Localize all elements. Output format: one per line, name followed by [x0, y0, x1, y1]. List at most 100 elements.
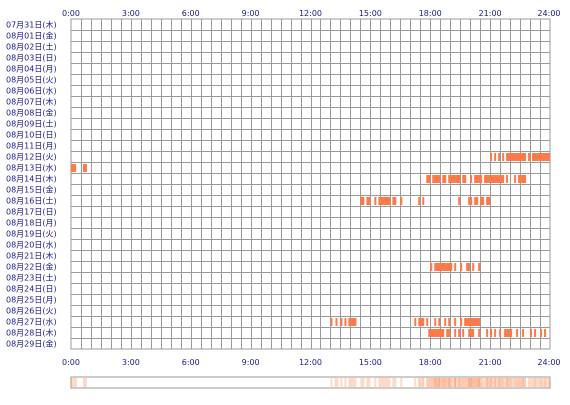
activity-bar [392, 197, 397, 205]
activity-bar [374, 197, 377, 205]
x-tick-label: 12:00 [299, 9, 322, 18]
summary-slot [436, 378, 439, 387]
day-label: 08月17日(日) [6, 208, 57, 217]
summary-slot [384, 378, 387, 387]
summary-slot [542, 378, 545, 387]
activity-bar [400, 197, 403, 205]
activity-bar [464, 318, 481, 326]
activity-bar [530, 329, 533, 337]
summary-slot [382, 378, 385, 387]
x-tick-label: 15:00 [359, 358, 382, 367]
summary-slot [428, 378, 431, 387]
activity-bar [486, 329, 489, 337]
summary-slot [420, 378, 423, 387]
activity-bar [494, 329, 497, 337]
summary-slot [546, 378, 549, 387]
activity-bar [534, 329, 537, 337]
activity-bar [422, 197, 425, 205]
summary-slot [442, 378, 445, 387]
activity-bar [454, 329, 457, 337]
summary-slot [474, 378, 477, 387]
summary-slot [440, 378, 443, 387]
day-label: 08月05日(火) [6, 76, 57, 85]
summary-slot [386, 378, 389, 387]
activity-bar [506, 175, 509, 183]
summary-slot [362, 378, 365, 387]
day-label: 08月22日(金) [6, 262, 57, 272]
day-label: 08月21日(木) [6, 251, 57, 261]
day-label: 08月08日(金) [6, 108, 57, 118]
activity-bar [426, 175, 431, 183]
activity-bar [335, 318, 338, 326]
summary-slot [394, 378, 397, 387]
day-label: 08月28日(木) [6, 328, 57, 338]
activity-bar [340, 318, 343, 326]
activity-bar [484, 175, 505, 183]
summary-slot [366, 378, 369, 387]
summary-slot [490, 378, 493, 387]
summary-slot [388, 378, 391, 387]
x-tick-label: 18:00 [419, 9, 442, 18]
activity-bar [470, 175, 473, 183]
summary-slot [538, 378, 541, 387]
x-tick-label: 6:00 [182, 358, 200, 367]
summary-slot [494, 378, 497, 387]
summary-slot [512, 378, 515, 387]
summary-slot [478, 378, 481, 387]
activity-bar [490, 153, 493, 161]
day-label: 08月29日(金) [6, 339, 57, 349]
activity-bar [71, 164, 76, 172]
summary-slot [472, 378, 475, 387]
day-label: 08月16日(土) [6, 196, 57, 206]
summary-slot [438, 378, 441, 387]
activity-bar [468, 329, 475, 337]
summary-slot [532, 378, 535, 387]
summary-slot [74, 378, 77, 387]
summary-slot [360, 378, 363, 387]
summary-slot [368, 378, 371, 387]
activity-bar [474, 197, 479, 205]
activity-bar [490, 329, 493, 337]
activity-bar [432, 175, 441, 183]
activity-bar [442, 175, 447, 183]
summary-slot [508, 378, 511, 387]
activity-bar [378, 197, 391, 205]
summary-slot [480, 378, 483, 387]
day-label: 08月01日(金) [6, 31, 57, 41]
summary-slot [330, 378, 333, 387]
summary-slot [466, 378, 469, 387]
day-label: 08月26日(火) [6, 307, 57, 316]
day-label: 08月07日(木) [6, 97, 57, 107]
day-label: 08月20日(水) [6, 240, 57, 250]
summary-slot [524, 378, 527, 387]
summary-slot [344, 378, 347, 387]
summary-slot [352, 378, 355, 387]
activity-bar [426, 318, 429, 326]
x-tick-label: 12:00 [299, 358, 322, 367]
activity-bar [544, 329, 547, 337]
activity-bar [446, 329, 451, 337]
activity-bar [460, 263, 463, 271]
day-label: 07月31日(木) [6, 20, 57, 30]
grid [70, 18, 551, 350]
summary-slot [380, 378, 383, 387]
activity-bar [460, 318, 463, 326]
summary-slot [454, 378, 457, 387]
x-tick-label: 15:00 [359, 9, 382, 18]
summary-slot [500, 378, 503, 387]
activity-bar [518, 175, 527, 183]
summary-slot [510, 378, 513, 387]
x-tick-label: 21:00 [479, 9, 502, 18]
activity-bar [506, 153, 527, 161]
summary-slot [476, 378, 479, 387]
activity-bar [458, 329, 461, 337]
summary-slot [446, 378, 449, 387]
summary-slot [530, 378, 533, 387]
summary-slot [336, 378, 339, 387]
activity-bar [418, 318, 425, 326]
summary-slot [418, 378, 421, 387]
activity-bar [522, 329, 525, 337]
activity-bar [499, 329, 502, 337]
summary-slot [448, 378, 451, 387]
